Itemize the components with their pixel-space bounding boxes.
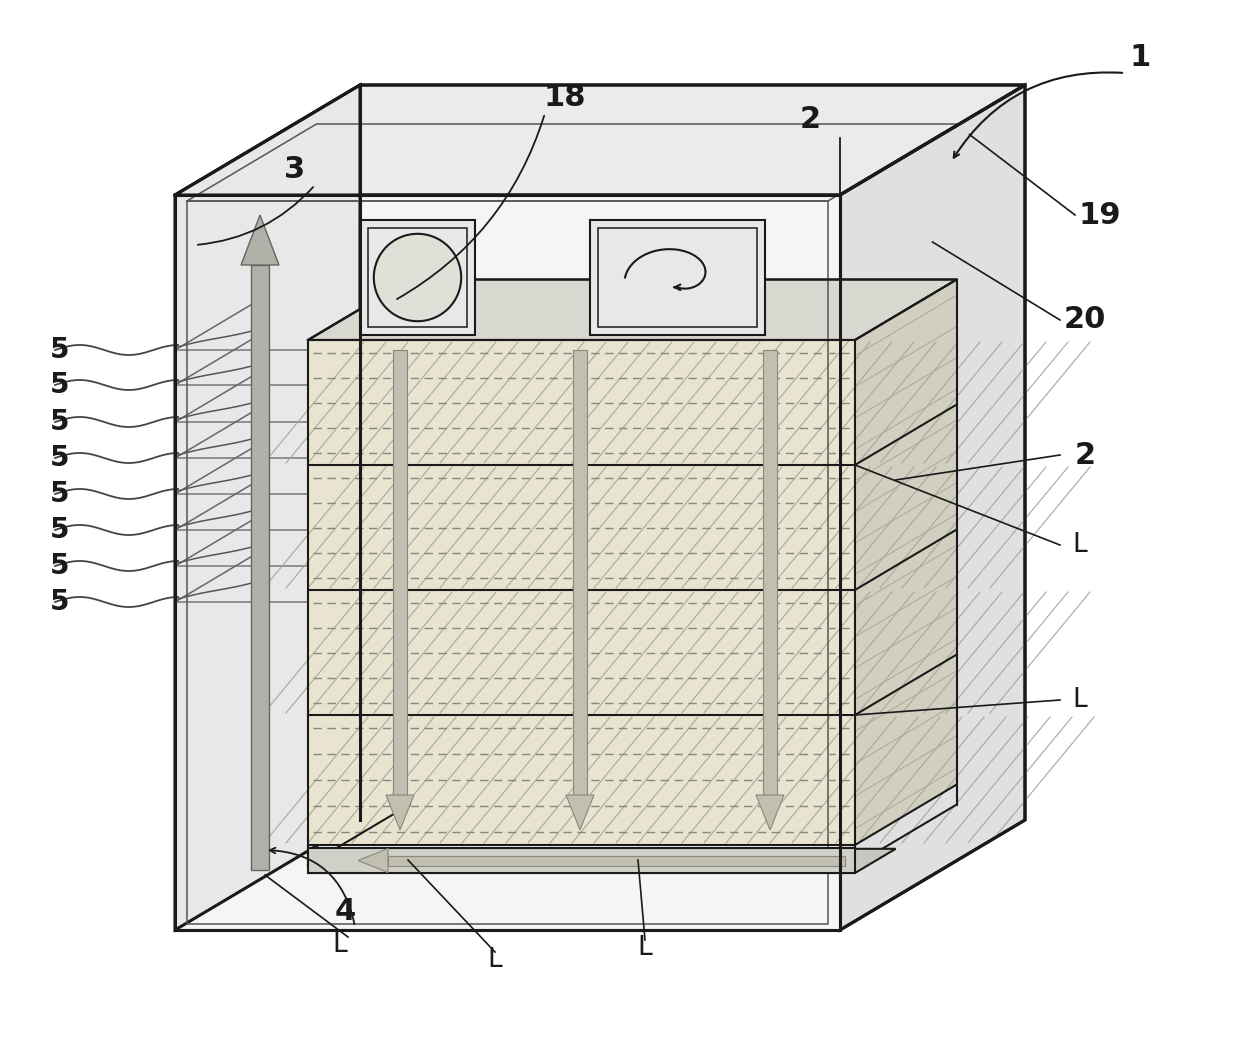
Text: 5: 5 — [51, 444, 69, 472]
Text: L: L — [637, 935, 652, 961]
Polygon shape — [308, 340, 856, 465]
Polygon shape — [388, 855, 844, 866]
Polygon shape — [308, 849, 895, 873]
Text: L: L — [1073, 532, 1087, 558]
Polygon shape — [308, 280, 957, 340]
Text: L: L — [332, 932, 347, 958]
Polygon shape — [856, 405, 957, 590]
Text: 5: 5 — [51, 552, 69, 580]
Polygon shape — [856, 280, 957, 465]
Polygon shape — [241, 215, 279, 265]
Text: L: L — [1073, 687, 1087, 713]
Circle shape — [373, 234, 461, 321]
Polygon shape — [590, 220, 765, 335]
Polygon shape — [763, 350, 777, 795]
Text: 5: 5 — [51, 480, 69, 508]
Text: 4: 4 — [335, 897, 356, 926]
Polygon shape — [175, 195, 839, 930]
Text: 5: 5 — [51, 408, 69, 436]
Text: 5: 5 — [51, 371, 69, 399]
Polygon shape — [756, 795, 784, 830]
Polygon shape — [573, 350, 587, 795]
Polygon shape — [360, 220, 475, 335]
Polygon shape — [308, 848, 856, 873]
Polygon shape — [856, 655, 957, 845]
Text: 5: 5 — [51, 336, 69, 364]
Text: 3: 3 — [284, 155, 305, 184]
Text: 20: 20 — [1064, 306, 1106, 334]
Polygon shape — [308, 715, 856, 845]
Text: 5: 5 — [51, 588, 69, 616]
Text: 5: 5 — [51, 516, 69, 544]
Polygon shape — [565, 795, 594, 830]
Text: 18: 18 — [544, 84, 587, 112]
Polygon shape — [175, 85, 1025, 195]
Text: 2: 2 — [1074, 440, 1096, 470]
Polygon shape — [175, 85, 360, 930]
Polygon shape — [250, 265, 269, 870]
Text: 2: 2 — [800, 106, 821, 134]
Polygon shape — [386, 795, 414, 830]
Text: 19: 19 — [1079, 200, 1121, 230]
Polygon shape — [308, 590, 856, 715]
Polygon shape — [308, 465, 856, 590]
Polygon shape — [856, 529, 957, 715]
Polygon shape — [358, 849, 388, 873]
Text: 1: 1 — [1130, 44, 1151, 72]
Polygon shape — [393, 350, 407, 795]
Polygon shape — [839, 85, 1025, 930]
Text: L: L — [487, 947, 502, 973]
